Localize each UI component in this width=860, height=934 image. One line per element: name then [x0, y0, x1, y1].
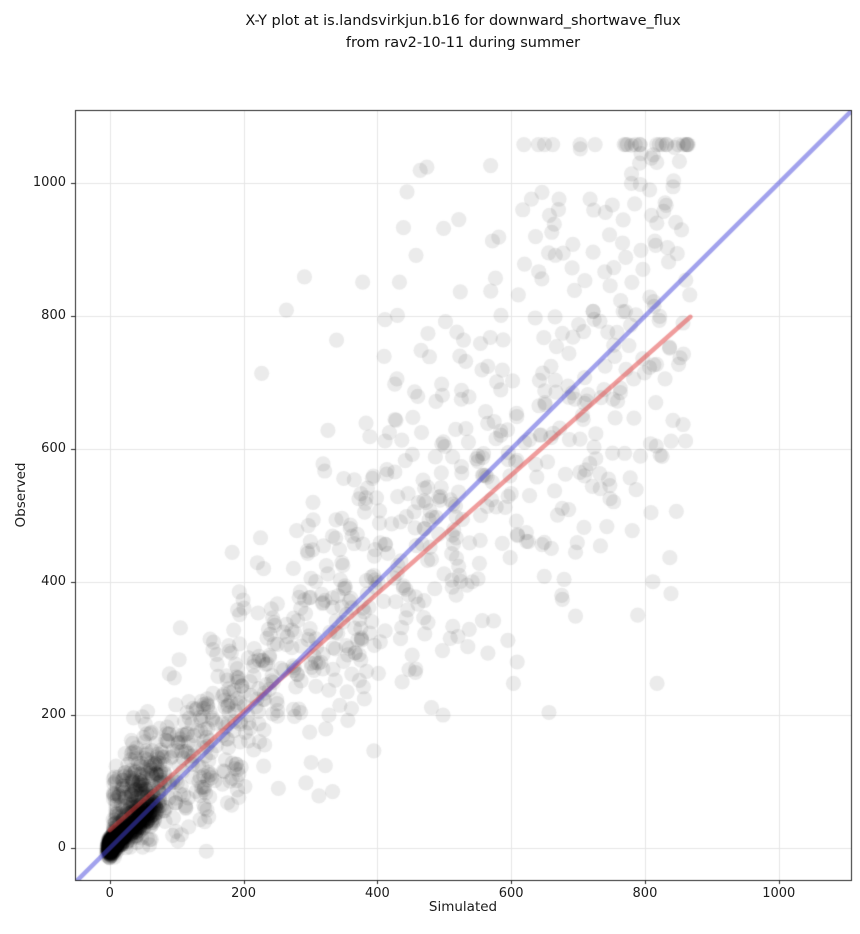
- x-tick-label-800: 800: [632, 886, 658, 901]
- y-tick-label-200: 200: [41, 707, 66, 723]
- x-axis-label: Simulated: [428, 899, 498, 915]
- x-tick-label-400: 400: [364, 886, 390, 901]
- x-tick-label-600: 600: [498, 886, 524, 901]
- y-tick-label-1000: 1000: [32, 175, 66, 191]
- y-tick-label-0: 0: [57, 840, 66, 856]
- y-tick-label-400: 400: [41, 574, 66, 590]
- y-axis-label: Observed: [13, 462, 29, 528]
- chart-title: X-Y plot at is.landsvirkjun.b16 for down…: [75, 10, 851, 54]
- y-tick-label-800: 800: [41, 308, 66, 324]
- x-tick-label-200: 200: [231, 886, 256, 901]
- y-tick-label-600: 600: [41, 441, 66, 457]
- chart-title-line1: X-Y plot at is.landsvirkjun.b16 for down…: [245, 13, 681, 29]
- x-tick-label-1000: 1000: [762, 886, 796, 901]
- chart-title-line2: from rav2-10-11 during summer: [345, 35, 581, 51]
- x-tick-label-0: 0: [105, 886, 114, 901]
